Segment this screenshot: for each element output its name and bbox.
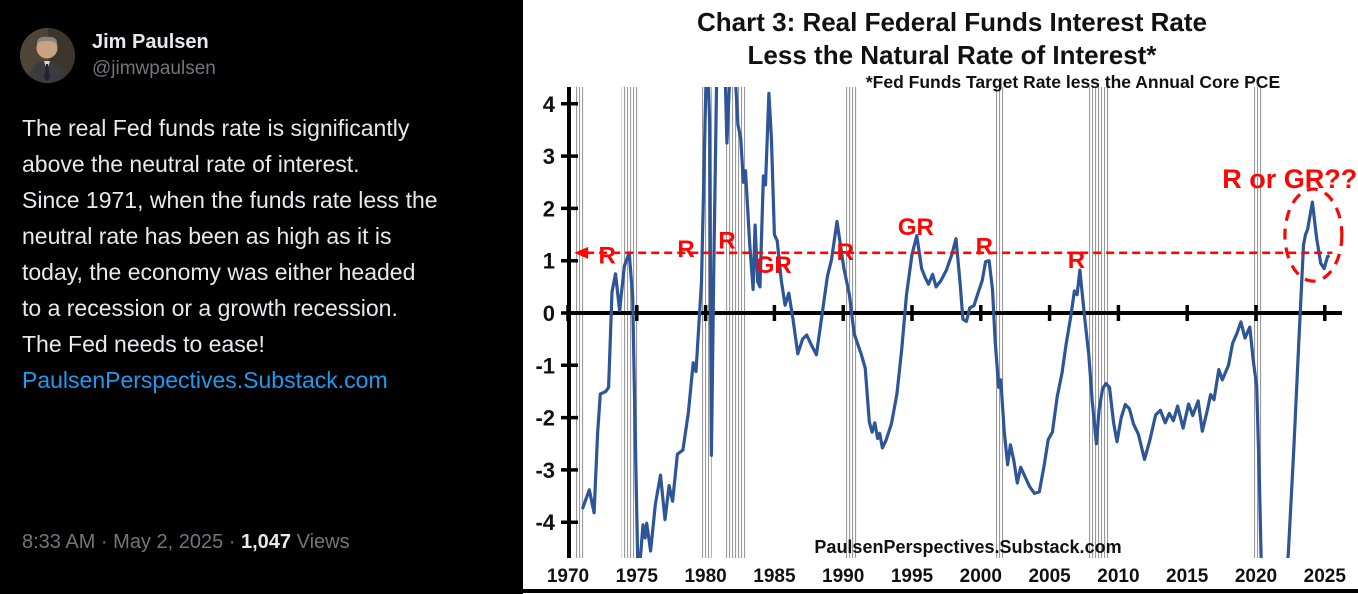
annotation-label: R xyxy=(1068,247,1085,274)
y-tick-label: 1 xyxy=(543,249,555,274)
x-tick-label: 1990 xyxy=(822,566,864,587)
tweet-link[interactable]: PaulsenPerspectives.Substack.com xyxy=(22,367,388,393)
x-tick-label: 1980 xyxy=(684,566,726,587)
y-tick-label: 3 xyxy=(543,144,555,169)
annotation-label: GR xyxy=(756,252,792,279)
y-tick-label: -4 xyxy=(535,510,555,535)
y-tick-label: 0 xyxy=(543,301,555,326)
chart-image[interactable]: 4 3 2 1 0 -1 -2 -3 -4 1970 1975 1980 1985 1990 1995 200… xyxy=(523,0,1358,594)
y-tick-label: -2 xyxy=(535,406,555,431)
tweet-text-line: to a recession or a growth recession. xyxy=(22,295,398,321)
x-tick-label: 1970 xyxy=(547,566,589,587)
avatar[interactable] xyxy=(20,28,75,83)
author-handle[interactable]: @jimwpaulsen xyxy=(92,58,216,79)
annotation-label: R xyxy=(718,227,735,254)
timestamp: 8:33 AM · May 2, 2025 · xyxy=(22,531,241,553)
x-tick-label: 2000 xyxy=(960,566,1002,587)
annotation-label: GR xyxy=(898,214,934,241)
recession-bands xyxy=(574,87,1262,558)
reference-line xyxy=(574,246,1333,259)
tweet-text-line: The Fed needs to ease! xyxy=(22,331,265,357)
chart-svg: 4 3 2 1 0 -1 -2 -3 -4 1970 1975 1980 1985 1990 1995 200… xyxy=(535,7,1358,587)
recession-band xyxy=(574,87,584,558)
tweet-panel: Jim Paulsen @jimwpaulsen The real Fed fu… xyxy=(0,0,523,594)
x-tick-label: 2010 xyxy=(1097,566,1139,587)
x-tick-label: 2015 xyxy=(1166,566,1209,587)
views-count: 1,047 xyxy=(241,531,292,553)
chart-bottom-border xyxy=(523,589,1358,593)
x-tick-label: 1985 xyxy=(753,566,796,587)
chart-subtitle: *Fed Funds Target Rate less the Annual C… xyxy=(866,72,1280,92)
x-tick-label: 1995 xyxy=(891,566,934,587)
recession-band xyxy=(844,87,857,558)
y-tick-label: -1 xyxy=(535,353,555,378)
x-tick-label: 2025 xyxy=(1304,566,1347,587)
avatar-photo xyxy=(20,28,75,83)
chart-title-line2: Less the Natural Rate of Interest* xyxy=(748,40,1158,70)
series xyxy=(580,87,1331,558)
tweet-meta: 8:33 AM · May 2, 2025 · 1,047 Views xyxy=(22,531,350,554)
x-tick-label: 2020 xyxy=(1235,566,1277,587)
chart-watermark: PaulsenPerspectives.Substack.com xyxy=(814,537,1121,557)
tweet-text-line: above the neutral rate of interest. xyxy=(22,151,360,177)
views-label: Views xyxy=(291,531,350,553)
tweet-text: The real Fed funds rate is significantly… xyxy=(22,110,514,398)
recession-band xyxy=(1088,87,1110,558)
recession-band xyxy=(725,87,747,558)
chart-title-line1: Chart 3: Real Federal Funds Interest Rat… xyxy=(697,7,1207,37)
x-tick-label: 1975 xyxy=(616,566,659,587)
annotation-label: R xyxy=(837,239,854,266)
author-name[interactable]: Jim Paulsen xyxy=(92,31,209,53)
tweet-text-line: today, the economy was either headed xyxy=(22,259,416,285)
recession-band xyxy=(1253,87,1262,558)
tweet-text-line: Since 1971, when the funds rate less the xyxy=(22,187,438,213)
annotation-label: R xyxy=(677,236,694,263)
y-tick-label: 4 xyxy=(543,92,556,117)
series-line xyxy=(580,87,1331,558)
x-tick-label: 2005 xyxy=(1028,566,1071,587)
y-tick-label: 2 xyxy=(543,196,555,221)
annotation-label: R xyxy=(599,243,616,270)
recession-band xyxy=(701,87,712,558)
annotation-label: R xyxy=(976,234,993,261)
axes: 4 3 2 1 0 -1 -2 -3 -4 1970 1975 1980 1985 1990 1995 200… xyxy=(535,87,1346,587)
highlight-ellipse xyxy=(1283,187,1344,283)
annotation-label: R or GR??? xyxy=(1222,164,1358,194)
y-tick-label: -3 xyxy=(535,458,555,483)
tweet-text-line: The real Fed funds rate is significantly xyxy=(22,115,410,141)
recession-band xyxy=(621,87,638,558)
reference-line-arrow xyxy=(574,246,589,259)
tweet-text-line: neutral rate has been as high as it is xyxy=(22,223,392,249)
recession-band xyxy=(994,87,1005,558)
author-block: Jim Paulsen @jimwpaulsen xyxy=(92,30,216,81)
